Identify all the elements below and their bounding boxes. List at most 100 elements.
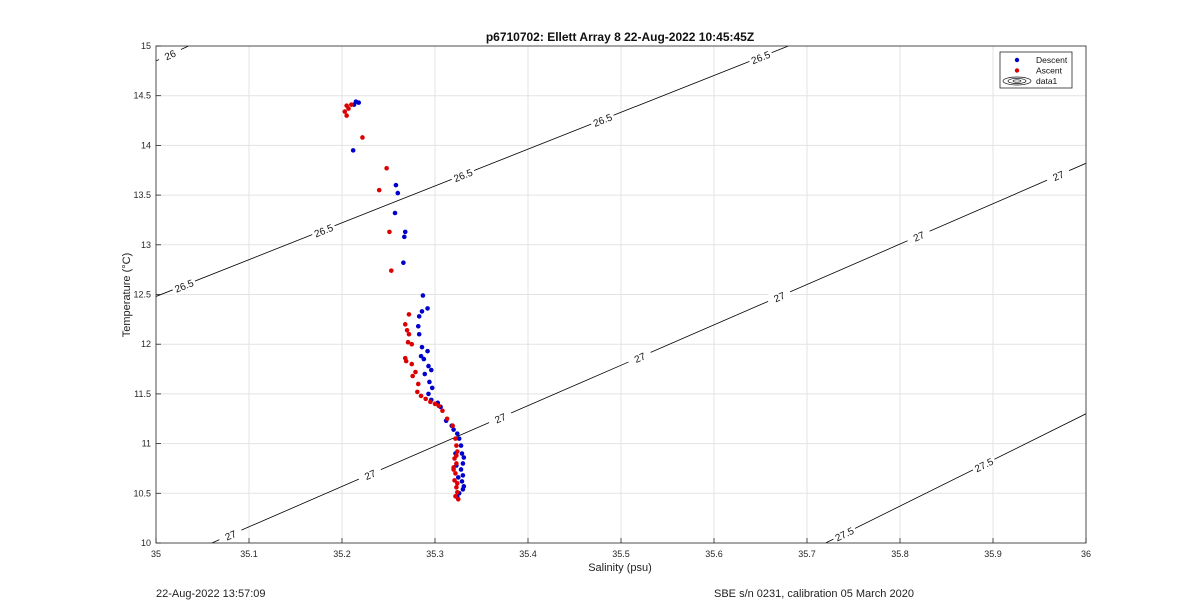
descent-point	[402, 229, 408, 235]
y-tick-label: 10.5	[133, 488, 151, 498]
descent-point	[416, 314, 422, 319]
y-tick-label: 13	[141, 240, 151, 250]
ascent-point	[455, 490, 460, 495]
ascent-point	[453, 471, 458, 476]
ascent-point	[423, 396, 429, 402]
legend-label: Descent	[1036, 55, 1068, 65]
contour-label-bg	[905, 225, 932, 247]
contour-label-bg	[626, 346, 653, 368]
descent-point	[460, 461, 466, 466]
x-axis-label: Salinity (psu)	[588, 562, 652, 574]
ascent-point	[388, 268, 394, 273]
x-tick-label: 35.6	[705, 549, 723, 559]
y-tick-label: 11.5	[134, 389, 151, 399]
y-tick-label: 15	[141, 41, 151, 51]
ascent-point	[406, 312, 412, 317]
y-tick-label: 11	[142, 439, 151, 449]
contour-label-text: 27	[493, 412, 508, 427]
legend-marker	[1014, 68, 1020, 73]
y-tick-label: 13.5	[133, 190, 151, 200]
x-tick-label: 35.2	[333, 549, 351, 559]
descent-point	[420, 293, 426, 298]
contour-label: 27	[905, 225, 932, 247]
ascent-point	[452, 478, 457, 483]
ascent-point	[344, 113, 349, 118]
x-tick-label: 35	[151, 549, 161, 559]
contour-label-bg	[156, 46, 184, 65]
legend-label: data1	[1036, 76, 1058, 86]
contour-label-text: 27	[224, 529, 239, 544]
ascent-point	[454, 485, 459, 490]
descent-point	[459, 451, 465, 456]
contour-label-bg	[765, 286, 793, 307]
descent-point	[350, 148, 356, 153]
descent-point	[426, 363, 431, 369]
grid-lines	[155, 45, 1087, 544]
contour-label-bg	[310, 220, 337, 241]
x-tick-label: 35.4	[519, 549, 537, 559]
ascent-point	[444, 416, 450, 422]
descent-point	[458, 467, 464, 472]
descent-point	[428, 367, 434, 373]
ascent-point	[454, 461, 459, 466]
descent-point	[421, 356, 427, 362]
contour-label: 27.5	[830, 523, 858, 543]
descent-point	[459, 479, 465, 484]
ascent-point	[403, 358, 409, 364]
contour-label-text: 26	[163, 48, 178, 63]
y-tick-label: 12.5	[133, 290, 151, 300]
descent-point	[401, 260, 406, 265]
x-tick-label: 35.7	[798, 549, 816, 559]
descent-point	[456, 436, 462, 441]
contour-label-bg	[747, 47, 774, 68]
contour-label-bg	[217, 524, 244, 543]
contour-label: 27	[626, 346, 653, 368]
contour-label-bg	[486, 407, 514, 429]
ascent-point	[384, 165, 389, 171]
x-tick-label: 35.5	[612, 549, 630, 559]
contour-legend-icon	[1002, 76, 1032, 86]
descent-point	[451, 427, 456, 432]
ascent-point	[410, 373, 415, 379]
chart-title: p6710702: Ellett Array 8 22-Aug-2022 10:…	[486, 30, 754, 44]
ascent-point	[402, 322, 408, 327]
legend-label: Ascent	[1036, 66, 1063, 76]
ascent-point	[346, 106, 351, 111]
data-points	[342, 99, 467, 502]
ascent-point	[418, 393, 424, 399]
ascent-point	[428, 399, 433, 405]
descent-point	[425, 348, 430, 354]
descent-point	[426, 391, 431, 397]
legend-marker	[1014, 57, 1020, 63]
contour-label-bg	[830, 523, 858, 543]
ascent-point	[409, 361, 415, 367]
contour-label: 26.5	[747, 47, 774, 68]
contour-label-text: 27	[363, 468, 378, 483]
ascent-point	[454, 443, 459, 448]
ascent-point	[404, 327, 410, 333]
contour-label: 27	[765, 286, 793, 307]
contour-label-text: 27	[1051, 169, 1066, 184]
ascent-point	[415, 389, 420, 395]
descent-point	[455, 431, 460, 436]
ascent-point	[387, 229, 392, 235]
contour-label-text: 27	[633, 351, 648, 366]
descent-point	[416, 331, 422, 337]
descent-point	[429, 385, 435, 391]
contour-line	[825, 413, 1086, 543]
ascent-point	[455, 481, 460, 486]
contour-label-bg	[449, 164, 477, 185]
contour-label-bg	[589, 109, 616, 130]
ascent-point	[406, 331, 412, 337]
ascent-point	[432, 401, 438, 407]
x-tick-label: 35.3	[426, 549, 444, 559]
descent-point	[427, 379, 432, 385]
descent-point	[460, 487, 466, 492]
contour-label: 27	[486, 407, 514, 429]
ascent-point	[360, 135, 365, 140]
legend-box	[999, 51, 1073, 89]
contour-label: 26	[156, 46, 184, 65]
y-tick-label: 12	[141, 339, 151, 349]
